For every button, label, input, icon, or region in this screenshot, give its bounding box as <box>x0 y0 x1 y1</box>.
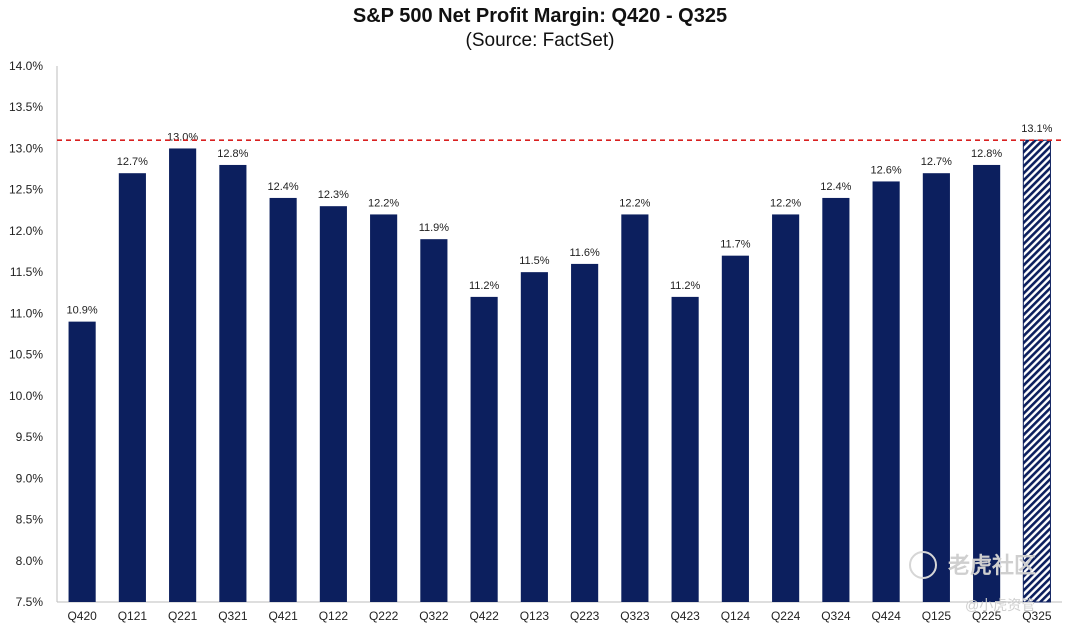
x-axis-ticks: Q420 Q121 Q221 Q321 Q421 Q122 Q222 Q322 Q422 Q123… <box>67 609 1051 623</box>
y-tick-label: 10.5% <box>9 348 43 362</box>
data-label: 11.2% <box>469 280 500 292</box>
data-labels: 10.9% 12.7% 13.0% 12.8% 12.4% 12.3% 12.2% 11.9%… <box>67 123 1053 316</box>
watermark-main: 老虎社区 <box>947 553 1036 578</box>
bar <box>973 164 1001 602</box>
y-tick-label: 8.5% <box>16 513 44 527</box>
x-tick-label: Q422 <box>469 609 499 623</box>
x-tick-label: Q224 <box>771 609 801 623</box>
data-label: 12.3% <box>318 189 349 201</box>
bar <box>822 197 850 602</box>
y-tick-label: 7.5% <box>16 595 44 609</box>
data-label: 11.5% <box>519 255 550 267</box>
x-tick-label: Q125 <box>922 609 952 623</box>
y-tick-label: 9.0% <box>16 471 44 485</box>
y-tick-label: 11.5% <box>10 265 43 279</box>
y-tick-label: 13.5% <box>9 100 43 114</box>
data-label: 12.8% <box>971 148 1002 160</box>
y-axis-ticks: 7.5% 8.0% 8.5% 9.0% 9.5% 10.0% 10.5% 11.0% 11.5%… <box>9 59 43 609</box>
bar <box>68 321 96 602</box>
x-tick-label: Q124 <box>721 609 751 623</box>
bars <box>68 139 1051 603</box>
data-label: 12.4% <box>268 181 299 193</box>
bar-estimate <box>1022 139 1051 603</box>
x-tick-label: Q123 <box>520 609 550 623</box>
x-tick-label: Q324 <box>821 609 851 623</box>
y-tick-label: 10.0% <box>9 389 43 403</box>
bar <box>721 255 749 602</box>
x-tick-label: Q421 <box>268 609 298 623</box>
y-tick-label: 8.0% <box>16 554 44 568</box>
x-tick-label: Q325 <box>1022 609 1052 623</box>
x-tick-label: Q322 <box>419 609 449 623</box>
bar <box>319 206 347 602</box>
bar <box>470 296 498 602</box>
x-tick-label: Q121 <box>118 609 148 623</box>
data-label: 12.2% <box>770 197 801 209</box>
bar <box>571 263 599 602</box>
x-tick-label: Q420 <box>67 609 97 623</box>
bar <box>922 173 950 602</box>
y-tick-label: 11.0% <box>10 306 43 320</box>
data-label: 11.7% <box>720 239 751 251</box>
bar <box>370 214 398 602</box>
data-label: 11.9% <box>419 222 450 234</box>
data-label: 13.0% <box>167 131 198 143</box>
data-label: 12.6% <box>871 164 902 176</box>
y-tick-label: 12.5% <box>9 183 43 197</box>
x-tick-label: Q423 <box>670 609 700 623</box>
data-label: 10.9% <box>67 305 98 317</box>
data-label: 11.2% <box>670 280 701 292</box>
watermark: 老虎社区 @小虎资管 <box>909 551 1036 613</box>
watermark-logo-icon <box>909 551 937 579</box>
x-tick-label: Q424 <box>871 609 901 623</box>
bar <box>219 164 247 602</box>
data-label: 12.7% <box>921 156 952 168</box>
bar <box>269 197 297 602</box>
data-label: 12.2% <box>368 197 399 209</box>
bar <box>621 214 649 602</box>
x-tick-label: Q122 <box>319 609 349 623</box>
chart-title: S&P 500 Net Profit Margin: Q420 - Q325 <box>353 5 727 27</box>
bar <box>420 239 448 602</box>
data-label: 12.4% <box>820 181 851 193</box>
chart-subtitle: (Source: FactSet) <box>466 30 615 51</box>
bar <box>772 214 800 602</box>
y-tick-label: 12.0% <box>9 224 43 238</box>
y-tick-label: 9.5% <box>16 430 44 444</box>
watermark-sub: @小虎资管 <box>965 597 1035 613</box>
bar <box>169 148 197 602</box>
x-tick-label: Q222 <box>369 609 399 623</box>
bar <box>872 181 900 602</box>
bar <box>520 272 548 602</box>
data-label: 12.2% <box>619 197 650 209</box>
x-tick-label: Q321 <box>218 609 248 623</box>
x-tick-label: Q223 <box>570 609 600 623</box>
bar <box>671 296 699 602</box>
y-tick-label: 13.0% <box>9 141 43 155</box>
x-tick-label: Q323 <box>620 609 650 623</box>
data-label: 12.8% <box>217 148 248 160</box>
data-label: 13.1% <box>1021 123 1052 135</box>
y-tick-label: 14.0% <box>9 59 43 73</box>
bar <box>118 173 146 602</box>
data-label: 12.7% <box>117 156 148 168</box>
x-tick-label: Q225 <box>972 609 1002 623</box>
x-tick-label: Q221 <box>168 609 198 623</box>
data-label: 11.6% <box>569 247 600 259</box>
